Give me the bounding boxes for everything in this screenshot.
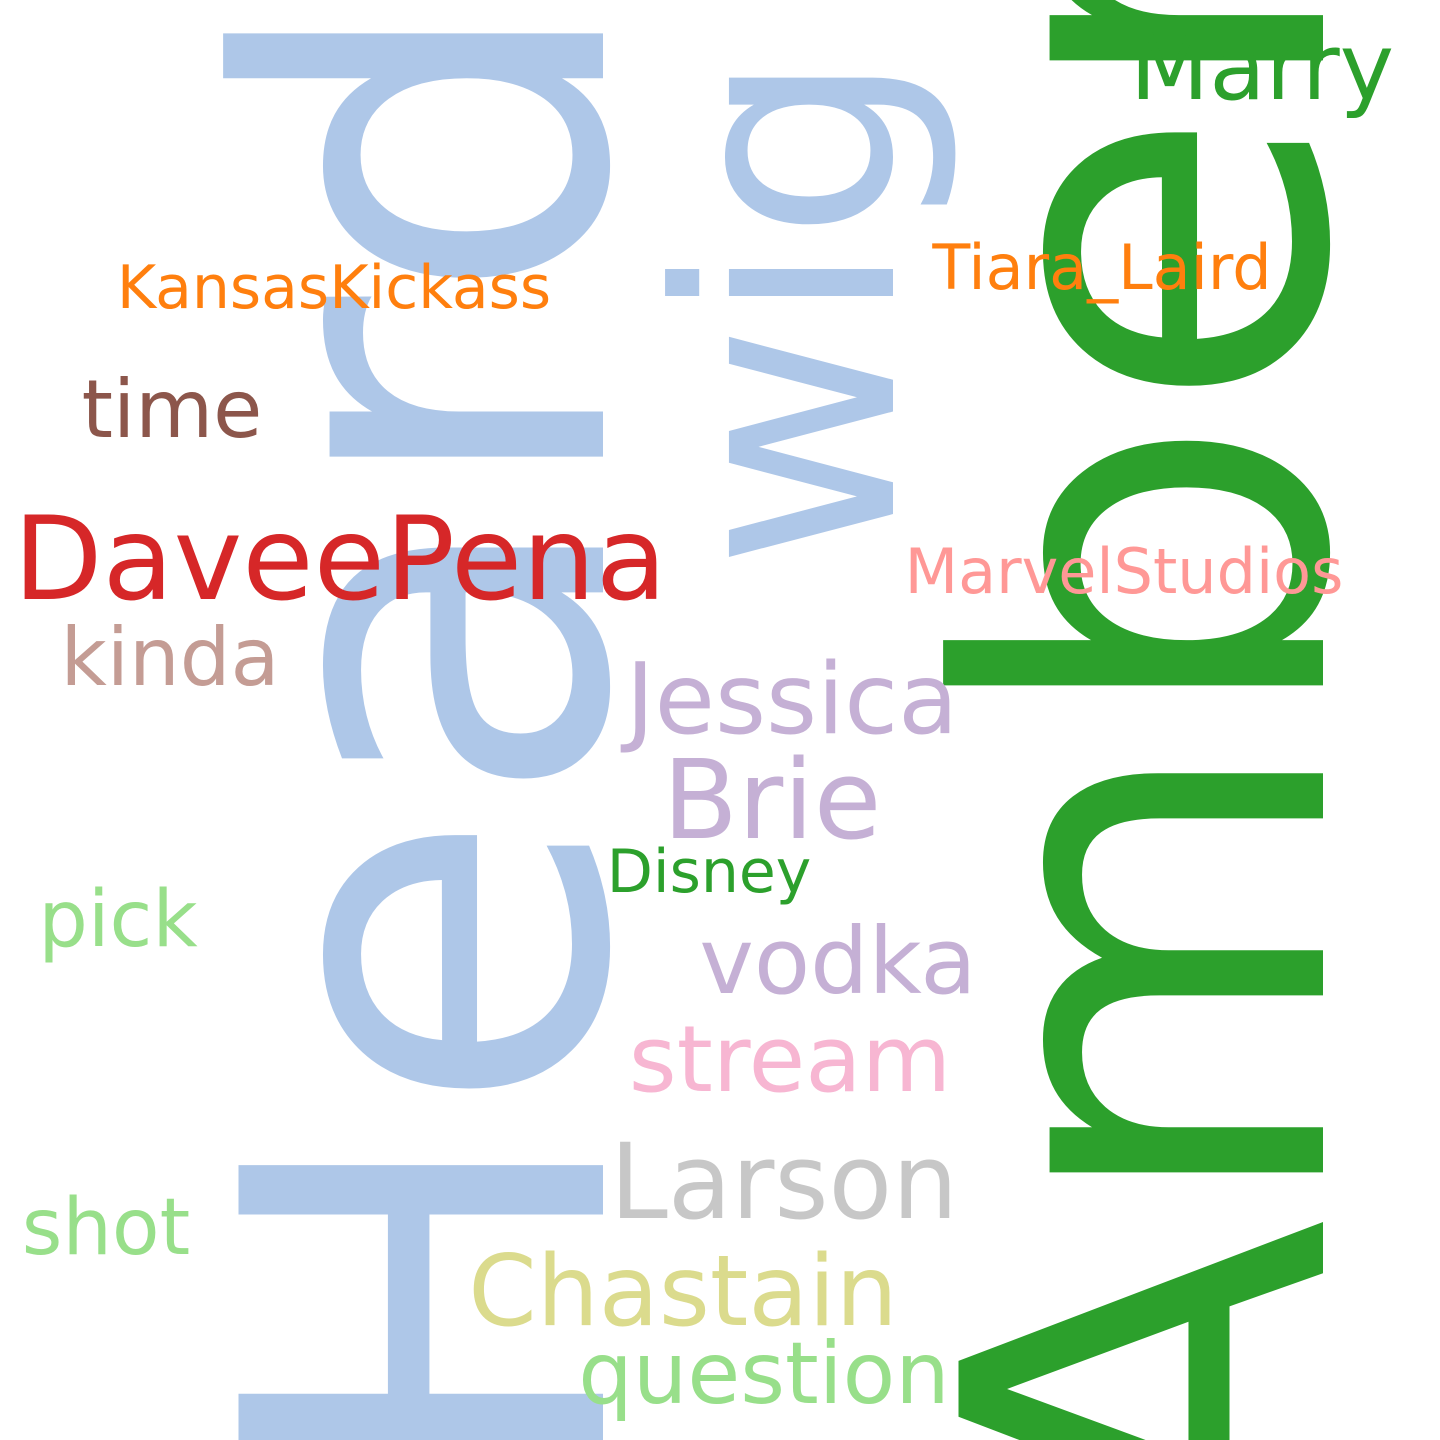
word-stream: stream — [628, 1006, 952, 1113]
word-amber: Amber — [859, 0, 1440, 1440]
word-kinda: kinda — [60, 611, 280, 704]
word-question: question — [578, 1324, 950, 1424]
word-disney: Disney — [606, 837, 812, 907]
word-daveepena: DaveePena — [13, 492, 667, 627]
word-marvelstudios: MarvelStudios — [904, 535, 1344, 608]
word-shot: shot — [21, 1183, 191, 1273]
word-pick: pick — [38, 875, 198, 965]
word-kansaskickass: KansasKickass — [116, 253, 552, 323]
word-jessica: Jessica — [625, 643, 959, 757]
word-vodka: vodka — [699, 908, 977, 1015]
word-tiara-laird: Tiara_Laird — [932, 231, 1272, 304]
word-chastain: Chastain — [468, 1235, 898, 1349]
word-heard: Heard — [139, 0, 721, 1440]
word-wig: wig — [615, 50, 964, 570]
word-time: time — [81, 363, 263, 456]
word-brie: Brie — [662, 736, 882, 864]
word-larson: Larson — [609, 1121, 959, 1243]
word-marry: Marry — [1129, 14, 1395, 121]
